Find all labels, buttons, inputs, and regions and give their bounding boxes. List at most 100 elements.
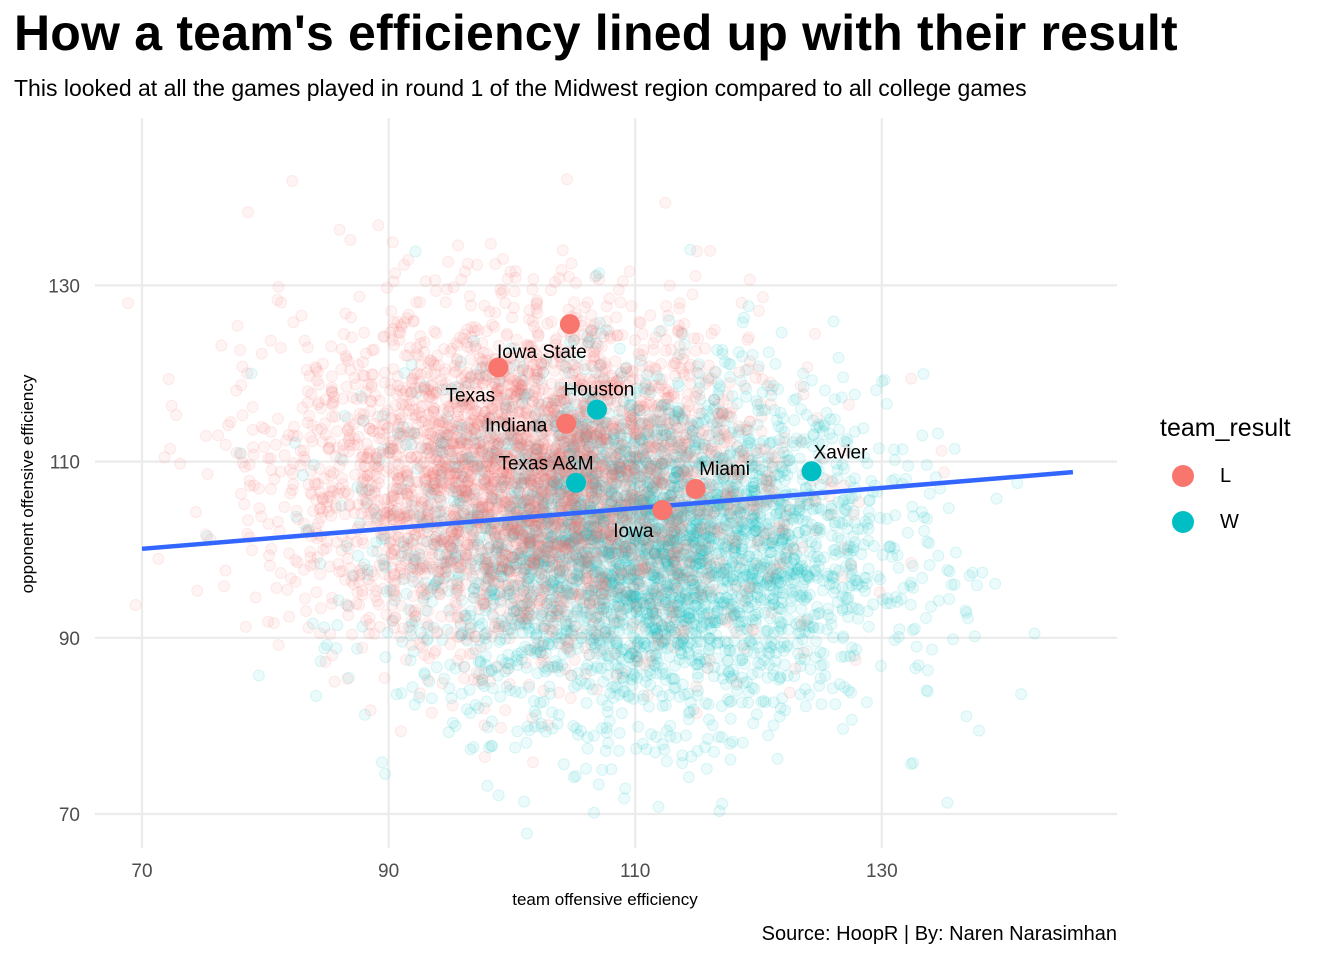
background-point-w	[976, 566, 989, 579]
background-point-w	[651, 684, 664, 697]
background-point-w	[636, 737, 649, 750]
background-point-w	[430, 661, 443, 674]
background-point-w	[759, 527, 772, 540]
background-point-w	[761, 671, 774, 684]
background-point-w	[628, 493, 641, 506]
background-point-w	[793, 497, 806, 510]
background-point-w	[947, 633, 959, 646]
background-point-w	[690, 576, 703, 589]
background-point-w	[669, 534, 682, 547]
background-point-w	[677, 626, 690, 639]
background-point-w	[825, 618, 838, 631]
background-point-w	[858, 585, 871, 597]
background-point-w	[836, 458, 849, 471]
background-point-l	[938, 466, 950, 479]
background-point-w	[906, 500, 919, 513]
background-point-w	[900, 473, 912, 485]
background-point-w	[693, 535, 706, 548]
background-point-w	[906, 624, 919, 637]
background-point-w	[628, 467, 641, 480]
background-point-w	[823, 427, 836, 440]
background-point-w	[407, 575, 420, 588]
background-point-w	[795, 603, 808, 616]
background-point-w	[769, 357, 782, 370]
background-point-w	[690, 551, 703, 564]
background-point-w	[709, 449, 722, 462]
background-point-w	[873, 442, 885, 455]
background-point-l	[659, 196, 672, 209]
background-point-w	[552, 458, 565, 471]
background-point-l	[219, 564, 232, 577]
background-point-w	[829, 544, 842, 557]
background-point-w	[736, 600, 749, 613]
background-point-w	[861, 605, 874, 618]
background-point-l	[626, 618, 639, 631]
background-point-w	[595, 515, 608, 528]
background-point-w	[671, 441, 684, 454]
background-point-l	[414, 330, 427, 343]
background-point-w	[775, 326, 788, 339]
background-point-w	[734, 610, 747, 623]
background-point-w	[973, 724, 985, 737]
background-point-w	[714, 380, 727, 393]
background-point-w	[989, 577, 1002, 590]
background-point-w	[715, 548, 728, 561]
background-point-w	[781, 639, 794, 652]
background-point-w	[851, 523, 864, 536]
background-point-w	[652, 559, 665, 572]
background-point-l	[738, 594, 750, 607]
background-point-w	[476, 617, 489, 630]
background-point-w	[883, 540, 896, 553]
background-point-w	[693, 540, 706, 553]
background-point-w	[548, 660, 561, 673]
background-point-w	[617, 471, 630, 483]
background-point-w	[736, 696, 748, 709]
background-point-w	[553, 565, 566, 578]
background-point-l	[523, 678, 536, 691]
background-point-w	[763, 589, 776, 601]
background-point-w	[592, 778, 605, 791]
background-point-w	[850, 643, 863, 656]
background-point-w	[233, 447, 246, 460]
background-point-w	[945, 578, 958, 591]
background-point-w	[741, 645, 754, 658]
background-point-w	[538, 635, 550, 648]
background-point-w	[770, 507, 783, 519]
background-point-w	[888, 634, 901, 647]
background-point-w	[809, 540, 822, 553]
background-point-w	[550, 479, 563, 492]
background-point-w	[464, 609, 477, 622]
background-point-w	[554, 381, 566, 394]
background-point-w	[331, 619, 344, 632]
background-point-w	[822, 602, 835, 615]
background-point-w	[852, 578, 865, 591]
background-point-w	[918, 525, 931, 537]
background-point-w	[650, 647, 663, 660]
background-point-w	[619, 422, 632, 435]
background-point-l	[358, 326, 371, 339]
background-point-w	[699, 697, 712, 710]
background-point-l	[478, 299, 491, 312]
background-point-w	[622, 545, 635, 558]
background-point-l	[526, 283, 539, 296]
background-point-l	[299, 592, 312, 605]
background-point-w	[768, 572, 781, 585]
background-point-w	[571, 600, 584, 613]
background-point-w	[567, 771, 580, 784]
background-point-w	[521, 827, 533, 840]
background-point-w	[639, 637, 651, 650]
background-point-w	[652, 800, 665, 813]
background-point-w	[544, 593, 557, 606]
background-point-w	[651, 426, 664, 439]
background-point-l	[386, 236, 399, 249]
background-point-w	[732, 346, 745, 359]
background-point-w	[750, 708, 763, 721]
background-point-l	[463, 290, 476, 303]
background-point-w	[663, 689, 676, 701]
background-point-w	[963, 569, 976, 582]
background-point-w	[376, 756, 388, 769]
background-point-w	[580, 697, 593, 709]
background-point-w	[814, 659, 827, 672]
background-point-w	[656, 738, 669, 751]
background-point-w	[408, 698, 421, 711]
